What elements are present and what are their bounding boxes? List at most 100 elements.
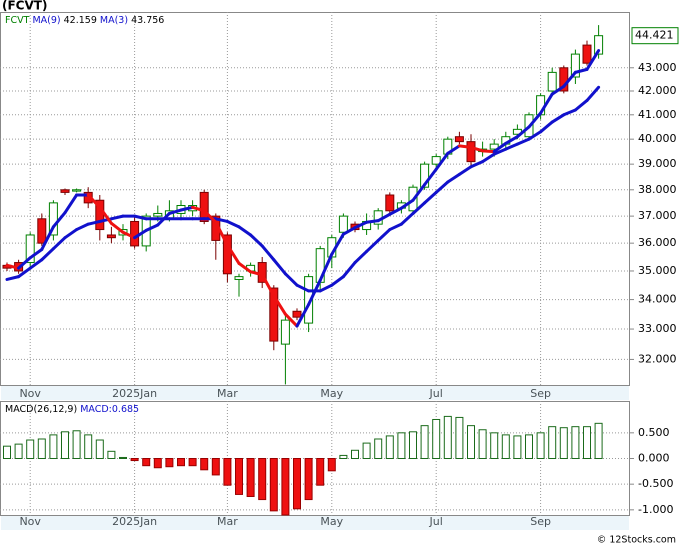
ma-line (481, 152, 496, 164)
candle-body (304, 276, 314, 324)
ma-line (63, 228, 79, 240)
ma-line (225, 243, 241, 265)
ma-line (28, 247, 44, 260)
macd-bar (316, 458, 325, 486)
candle-body (547, 71, 557, 92)
ma-line (562, 108, 577, 117)
x-tick-label: Jul (429, 387, 443, 400)
macd-bar (14, 443, 23, 459)
macd-bar (258, 458, 267, 501)
ma-line (133, 228, 148, 240)
ma-line (550, 84, 566, 96)
ma-line (260, 244, 276, 262)
ma-line (481, 149, 496, 154)
macd-bar (119, 456, 127, 459)
macd-bar (153, 458, 162, 469)
ma-line (504, 142, 519, 151)
macd-bar (513, 435, 522, 459)
macd-bar (211, 458, 220, 476)
ma-line (469, 145, 485, 153)
y-tick-label: 36.000 (638, 236, 677, 249)
ma-line (225, 219, 241, 229)
ma-line (492, 141, 508, 154)
macd-bar (385, 435, 394, 459)
ma-line (260, 273, 276, 298)
ma-line (28, 258, 44, 270)
ma-line (86, 193, 102, 209)
candle-body (338, 215, 348, 233)
x-tick-label: 2025Jan (112, 515, 157, 528)
ma-line (573, 67, 589, 74)
x-tick-label: May (320, 515, 343, 528)
ma-line (109, 214, 125, 221)
candle-body (454, 136, 464, 143)
ma-line (51, 236, 67, 251)
ma-line (191, 205, 206, 213)
ma-line (399, 198, 415, 210)
legend: FCVT MA(9) 42.159 MA(3) 43.756 (5, 15, 164, 26)
macd-bar (559, 427, 568, 460)
legend-entry: MA(3) (100, 15, 128, 26)
ma-line (446, 144, 461, 155)
macd-bar (420, 425, 429, 459)
y-tick-label: 38.000 (638, 183, 677, 196)
ma-line (202, 209, 218, 224)
macd-bar (223, 458, 232, 486)
ma-line (98, 205, 113, 225)
macd-bar (374, 438, 383, 459)
y-tick-label: 43.000 (638, 61, 677, 74)
ma-line (539, 92, 554, 115)
macd-bar (362, 442, 371, 459)
ma-line (515, 137, 531, 146)
macd-bar (61, 431, 69, 459)
last-price-box (631, 27, 679, 45)
macd-bar (84, 434, 93, 460)
macd-bar (583, 426, 591, 460)
macd-bar (130, 458, 139, 462)
ma-line (376, 228, 392, 242)
x-tick-label: Sep (530, 515, 551, 528)
candle-body (269, 287, 279, 342)
candle-body (106, 234, 116, 239)
legend-entry: MACD: (80, 404, 112, 415)
candle-body (570, 53, 580, 78)
macd-bar (443, 415, 452, 460)
ma-line (539, 120, 554, 134)
axis-band (1, 516, 629, 530)
ma-line (423, 167, 438, 187)
macd-bar (72, 430, 81, 460)
macd-bar (235, 458, 243, 495)
candle-body (130, 220, 140, 247)
chart-title: (FCVT) (2, 0, 47, 13)
ma-line (144, 223, 160, 232)
legend-value: 43.756 (131, 15, 164, 26)
panel-title: MACD(26,12,9) (5, 404, 77, 415)
y-tick-label: -1.000 (638, 503, 673, 516)
price-panel (0, 12, 630, 386)
watermark: © 12Stocks.com (597, 535, 676, 546)
ma-line (457, 144, 473, 149)
ma-line (376, 212, 392, 223)
macd-bar (339, 454, 348, 460)
macd-bar (107, 450, 116, 459)
macd-bar (478, 429, 487, 459)
ma-line (388, 222, 403, 232)
x-tick-label: Jul (429, 515, 443, 528)
ma-line (411, 183, 427, 202)
ma-line (237, 261, 253, 274)
macd-bar (351, 449, 359, 459)
y-tick-label: 0.000 (638, 452, 670, 465)
macd-bar (142, 458, 151, 467)
macd-bar (246, 458, 255, 497)
ma-line (365, 238, 380, 253)
ma-line (341, 261, 357, 279)
macd-bar (304, 458, 313, 501)
legend-value: 42.159 (64, 15, 97, 26)
macd-bar (525, 434, 533, 460)
y-tick-label: 41.000 (638, 108, 677, 121)
x-tick-label: Nov (19, 515, 41, 528)
ma-line (388, 206, 403, 216)
ma-line (469, 160, 485, 169)
candle-body (420, 163, 430, 188)
